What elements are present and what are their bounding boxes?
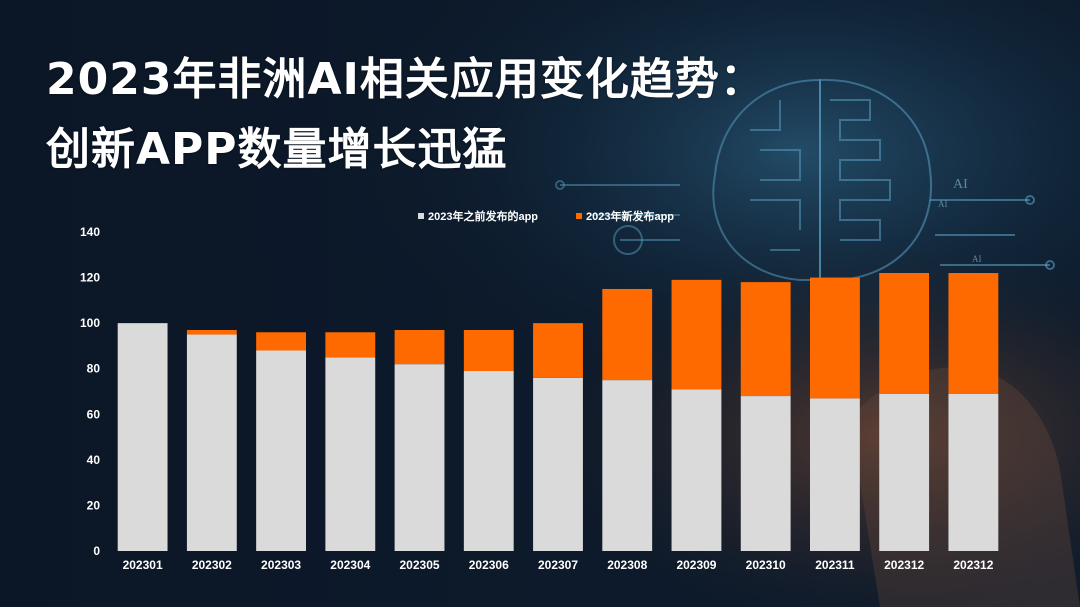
bar-segment-new-2023 [186, 329, 237, 335]
bar-segment-before-2023 [325, 357, 376, 551]
bar-segment-before-2023 [256, 350, 306, 551]
x-tick-label: 202312 [884, 558, 924, 572]
legend-label: 2023年新发布app [586, 209, 674, 223]
bar-segment-before-2023 [533, 377, 583, 551]
bar-segment-new-2023 [671, 279, 722, 390]
bar-segment-before-2023 [117, 323, 168, 551]
bar-segment-new-2023 [394, 329, 445, 365]
legend-swatch [418, 213, 424, 219]
x-tick-label: 202307 [538, 558, 578, 572]
bar-segment-new-2023 [879, 273, 930, 394]
x-tick-label: 202306 [469, 558, 509, 572]
chart-legend: 2023年之前发布的app 2023年新发布app [418, 209, 674, 223]
bar-segment-before-2023 [810, 398, 860, 551]
bar-segment-before-2023 [948, 393, 999, 551]
y-tick-label: 40 [87, 453, 101, 467]
x-tick-label: 202304 [330, 558, 370, 572]
bar-segment-before-2023 [740, 396, 791, 551]
bar-segment-before-2023 [186, 334, 237, 551]
y-tick-label: 60 [87, 407, 101, 421]
bar-segment-new-2023 [325, 332, 376, 358]
bars [117, 273, 999, 551]
bar-segment-new-2023 [463, 329, 514, 371]
x-axis: 202301 202302 202303 202304 202305 202306 2023… [123, 558, 994, 572]
bar-segment-new-2023 [256, 332, 306, 351]
bar-segment-before-2023 [671, 389, 722, 551]
x-tick-label: 202303 [261, 558, 301, 572]
y-tick-label: 140 [80, 225, 100, 239]
bar-segment-new-2023 [533, 323, 583, 378]
bar-segment-new-2023 [602, 288, 653, 381]
page-subtitle: 创新APP数量增长迅猛 [46, 124, 508, 175]
x-tick-label: 202311 [815, 558, 855, 572]
x-tick-label: 202302 [192, 558, 232, 572]
bar-segment-before-2023 [394, 364, 445, 551]
y-axis: 0 20 40 60 80 100 120 140 [80, 225, 100, 558]
x-tick-label: 202305 [400, 558, 440, 572]
x-tick-label: 202310 [746, 558, 786, 572]
x-tick-label: 202308 [607, 558, 647, 572]
bar-segment-before-2023 [879, 393, 930, 551]
y-tick-label: 100 [80, 316, 100, 330]
legend-swatch [576, 213, 582, 219]
bar-segment-before-2023 [602, 380, 653, 551]
y-tick-label: 120 [80, 271, 100, 285]
y-tick-label: 0 [93, 544, 100, 558]
page-title: 2023年非洲AI相关应用变化趋势： [46, 54, 765, 105]
bar-segment-new-2023 [948, 273, 999, 394]
x-tick-label: 202301 [123, 558, 163, 572]
bar-segment-before-2023 [463, 370, 514, 551]
y-tick-label: 80 [87, 362, 101, 376]
bar-segment-new-2023 [740, 282, 791, 397]
x-tick-label: 202312 [953, 558, 993, 572]
bar-segment-new-2023 [810, 277, 860, 399]
legend-label: 2023年之前发布的app [428, 209, 538, 223]
y-tick-label: 20 [87, 498, 101, 512]
x-tick-label: 202309 [676, 558, 716, 572]
